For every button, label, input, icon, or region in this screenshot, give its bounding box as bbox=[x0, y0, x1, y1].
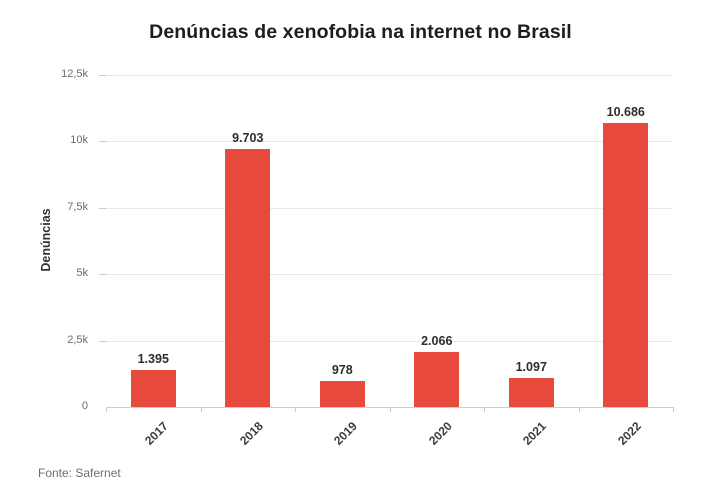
y-tick-mark bbox=[99, 75, 106, 76]
bar-2020 bbox=[414, 352, 460, 407]
bar-2018 bbox=[225, 149, 271, 407]
x-tick-mark bbox=[484, 407, 485, 412]
y-tick-label: 7,5k bbox=[67, 200, 88, 213]
x-tick-label: 2021 bbox=[520, 419, 550, 448]
y-tick-mark bbox=[99, 340, 106, 342]
value-label: 2.066 bbox=[421, 334, 453, 349]
y-tick-label: 2,5k bbox=[67, 333, 88, 346]
x-tick-label: 2020 bbox=[425, 419, 455, 448]
x-tick-mark bbox=[200, 407, 202, 412]
y-tick-mark bbox=[99, 274, 106, 276]
gridline bbox=[106, 141, 673, 143]
value-label: 1.395 bbox=[137, 351, 169, 366]
gridline bbox=[106, 75, 673, 76]
value-label: 10.686 bbox=[606, 105, 645, 120]
bar-2019 bbox=[319, 381, 365, 407]
x-tick-mark bbox=[295, 407, 296, 412]
x-tick-mark bbox=[389, 407, 391, 412]
source-note: Fonte: Safernet bbox=[38, 466, 121, 480]
gridline bbox=[106, 207, 673, 209]
bar-2021 bbox=[508, 377, 554, 407]
y-tick-label: 10k bbox=[70, 134, 88, 147]
x-tick-label: 2018 bbox=[236, 419, 266, 448]
plot-area: 0 2,5k 5k 7,5k 10k 12,5k 1.395 9.703 978 2.066 1.… bbox=[61, 68, 674, 448]
bar-2022 bbox=[603, 123, 649, 407]
value-label: 1.097 bbox=[515, 359, 547, 374]
y-tick-label: 0 bbox=[81, 400, 88, 412]
x-tick-mark bbox=[673, 407, 674, 412]
y-tick-label: 12,5k bbox=[61, 68, 88, 80]
gridline bbox=[106, 274, 673, 276]
value-label: 978 bbox=[331, 363, 353, 378]
x-tick-label: 2019 bbox=[331, 419, 361, 448]
y-tick-label: 5k bbox=[76, 267, 88, 280]
bar-2017 bbox=[130, 369, 176, 407]
y-axis-title-text: Denúncias bbox=[39, 208, 53, 272]
y-tick-mark bbox=[99, 207, 106, 209]
y-tick-mark bbox=[99, 141, 106, 143]
x-tick-mark bbox=[106, 407, 107, 412]
value-label: 9.703 bbox=[232, 131, 264, 146]
x-tick-label: 2022 bbox=[614, 419, 644, 448]
gridline bbox=[106, 340, 673, 342]
chart-title: Denúncias de xenofobia na internet no Br… bbox=[149, 21, 572, 43]
x-tick-mark bbox=[578, 407, 580, 412]
